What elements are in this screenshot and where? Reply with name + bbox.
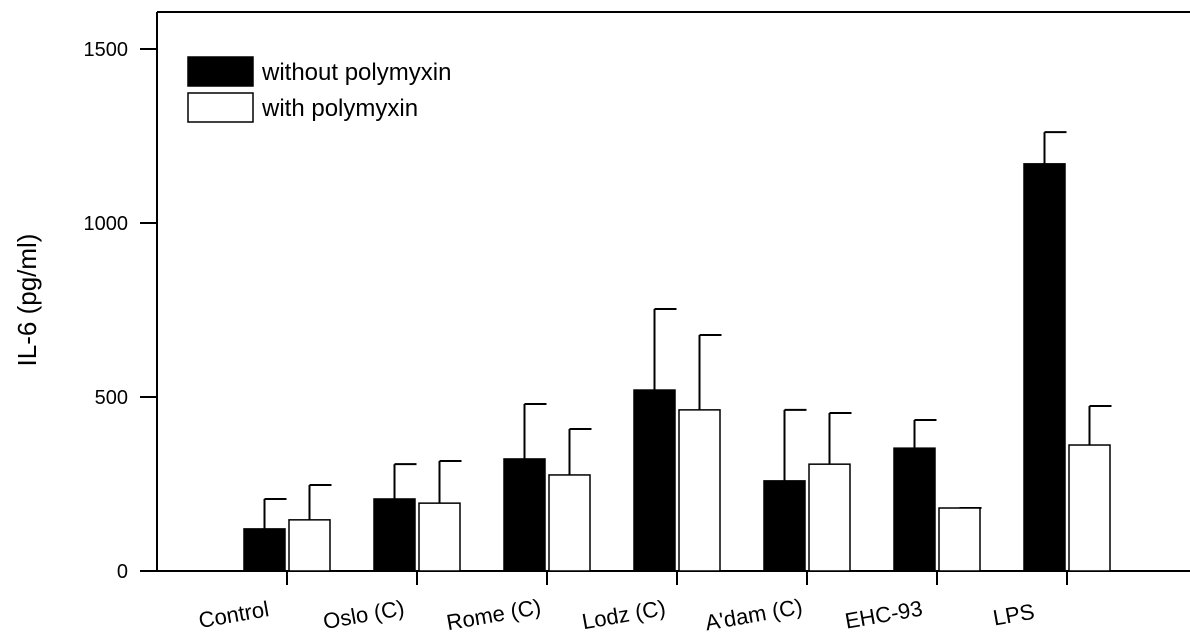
bar [503, 458, 546, 572]
bar [633, 389, 676, 572]
bar [243, 528, 286, 572]
y-tick-label: 500 [95, 387, 128, 409]
x-tick-label: Oslo (C) [321, 595, 406, 634]
y-tick-label: 1500 [84, 39, 129, 61]
bar [548, 474, 591, 572]
bar [893, 447, 936, 572]
x-tick-label: Lodz (C) [580, 595, 667, 634]
bar [1023, 163, 1066, 572]
bar [288, 519, 331, 572]
bar [1068, 444, 1111, 572]
x-tick-label: EHC-93 [843, 596, 924, 634]
x-tick-label: Control [197, 596, 271, 633]
legend-swatch [187, 92, 254, 123]
bar [373, 498, 416, 572]
legend-swatch [187, 56, 254, 87]
y-axis-title: IL-6 (pg/ml) [12, 234, 42, 367]
bar [808, 463, 851, 572]
x-tick-label: A'dam (C) [703, 594, 804, 636]
bar [678, 409, 721, 572]
legend-label: without polymyxin [261, 59, 451, 86]
y-tick-label: 1000 [84, 213, 129, 235]
x-tick-label: LPS [991, 599, 1036, 631]
bar [763, 480, 806, 572]
legend-label: with polymyxin [261, 95, 418, 122]
x-tick-label: Rome (C) [445, 594, 543, 635]
y-tick-label: 0 [117, 561, 128, 583]
bar [938, 507, 981, 572]
bar [418, 502, 461, 572]
